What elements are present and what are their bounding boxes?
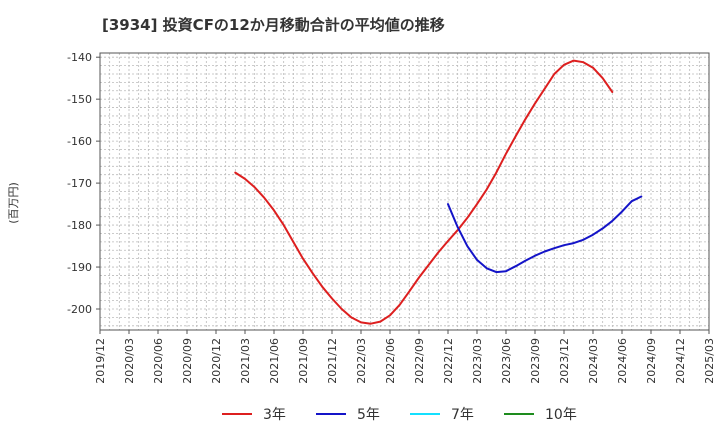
series-line-5年 (447, 195, 643, 274)
series-line-3年 (234, 59, 614, 325)
y-tick-label: -150 (67, 93, 92, 106)
x-tick-label: 2021/06 (268, 338, 281, 384)
x-tick-label: 2023/03 (471, 338, 484, 384)
x-tick-label: 2024/09 (645, 338, 658, 384)
x-tick-label: 2021/09 (297, 338, 310, 384)
plot-area-frame (99, 52, 710, 331)
x-tick-label: 2021/03 (239, 338, 252, 384)
legend: 3年 5年 7年 10年 (222, 407, 577, 423)
legend-label: 3年 (263, 407, 286, 423)
y-tick-label: -200 (67, 303, 92, 316)
y-tick-label: -170 (67, 177, 92, 190)
x-tick-label: 2020/12 (210, 338, 223, 384)
x-tick-label: 2024/12 (674, 338, 687, 384)
y-tick-label: -190 (67, 261, 92, 274)
y-tick-label: -140 (67, 51, 92, 64)
x-tick-label: 2024/03 (587, 338, 600, 384)
legend-label: 5年 (357, 407, 380, 423)
chart-title: [3934] 投資CFの12か月移動合計の平均値の推移 (102, 16, 445, 34)
grid (100, 53, 709, 330)
x-tick-label: 2023/12 (558, 338, 571, 384)
x-tick-label: 2020/03 (123, 338, 136, 384)
legend-label: 7年 (451, 407, 474, 423)
x-tick-label: 2022/12 (442, 338, 455, 384)
x-tick-label: 2022/06 (384, 338, 397, 384)
legend-label: 10年 (545, 407, 577, 423)
x-tick-label: 2022/09 (413, 338, 426, 384)
y-tick-label: -160 (67, 135, 92, 148)
x-tick-label: 2023/09 (529, 338, 542, 384)
y-axis-ticks: -140 -150 -160 -170 -180 -190 -200 (67, 51, 100, 316)
x-tick-label: 2022/03 (355, 338, 368, 384)
x-tick-label: 2020/06 (152, 338, 165, 384)
y-axis-label: (百万円) (7, 182, 20, 224)
series-lines (234, 59, 643, 325)
x-tick-label: 2021/12 (326, 338, 339, 384)
y-tick-label: -180 (67, 219, 92, 232)
x-tick-label: 2023/06 (500, 338, 513, 384)
x-axis-ticks: 2019/12 2020/03 2020/06 2020/09 2020/12 2021/… (94, 330, 716, 384)
x-tick-label: 2024/06 (616, 338, 629, 384)
x-tick-label: 2019/12 (94, 338, 107, 384)
x-tick-label: 2025/03 (703, 338, 716, 384)
x-tick-label: 2020/09 (181, 338, 194, 384)
